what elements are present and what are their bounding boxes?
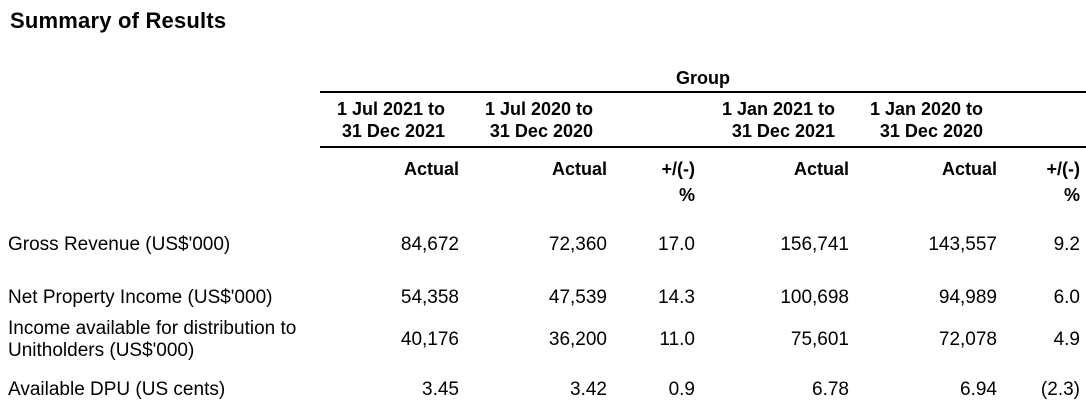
row-label: Gross Revenue (US$'000) (8, 234, 231, 255)
group-header-row: Group (0, 67, 1086, 93)
period-line: 31 Dec 2020 (879, 121, 983, 141)
cell-value: 4.9 (1053, 329, 1080, 350)
cell-value: 17.0 (658, 234, 695, 255)
period-line: 1 Jan 2021 to (721, 99, 835, 119)
cell-value: 11.0 (659, 329, 695, 350)
period-header-row: 1 Jul 2021 to 31 Dec 2021 1 Jul 2020 to … (0, 92, 1086, 148)
cell-value: 72,360 (548, 234, 607, 255)
cell-value: 36,200 (548, 329, 607, 350)
cell-value: 75,601 (790, 329, 849, 350)
row-label: Available DPU (US cents) (8, 379, 226, 400)
table-row-gross-revenue: Gross Revenue (US$'000) 84,672 72,360 17… (0, 206, 1086, 256)
column-header-spacer (0, 147, 320, 180)
change-header-1: +/(-) (661, 159, 696, 179)
actual-header-1: Actual (403, 159, 459, 179)
period-header-change-spacer (1003, 92, 1086, 148)
cell-value: 6.78 (812, 379, 849, 400)
period-header-change-spacer (613, 92, 701, 148)
cell-value: 84,672 (400, 234, 459, 255)
page-title: Summary of Results (10, 8, 227, 33)
cell-value: 100,698 (780, 287, 849, 308)
period-header-2: 1 Jul 2020 to 31 Dec 2020 (465, 92, 613, 148)
period-line: 1 Jul 2020 to (484, 99, 593, 119)
cell-value: 143,557 (928, 234, 997, 255)
cell-value: (2.3) (1040, 379, 1080, 400)
cell-value: 0.9 (668, 379, 695, 400)
percent-header-spacer (0, 180, 320, 206)
cell-value: 54,358 (400, 287, 459, 308)
cell-value: 6.94 (960, 379, 997, 400)
period-header-4: 1 Jan 2020 to 31 Dec 2020 (855, 92, 1003, 148)
cell-value: 72,078 (938, 329, 997, 350)
percent-label-2: % (1063, 185, 1080, 205)
row-label: Net Property Income (US$'000) (8, 287, 273, 308)
percent-label-1: % (678, 185, 695, 205)
column-header-row: Actual Actual +/(-) Actual Actual +/(-) (0, 147, 1086, 180)
cell-value: 14.3 (658, 287, 695, 308)
table-row-income-available: Income available for distribution to Uni… (0, 309, 1086, 362)
actual-header-3: Actual (793, 159, 849, 179)
group-header-spacer (0, 67, 320, 92)
period-line: 1 Jul 2021 to (336, 99, 445, 119)
table-row-available-dpu: Available DPU (US cents) 3.45 3.42 0.9 6… (0, 362, 1086, 401)
group-header: Group (320, 67, 1086, 93)
row-label: Income available for distribution to Uni… (8, 318, 297, 361)
period-line: 31 Dec 2020 (489, 121, 593, 141)
cell-value: 3.45 (422, 379, 459, 400)
summary-of-results-table: Group 1 Jul 2021 to 31 Dec 2021 1 Jul 20… (0, 67, 1086, 401)
table-row-net-property-income: Net Property Income (US$'000) 54,358 47,… (0, 256, 1086, 309)
cell-value: 94,989 (938, 287, 997, 308)
cell-value: 40,176 (400, 329, 459, 350)
period-header-1: 1 Jul 2021 to 31 Dec 2021 (320, 92, 465, 148)
period-line: 31 Dec 2021 (731, 121, 835, 141)
cell-value: 9.2 (1053, 234, 1080, 255)
cell-value: 6.0 (1053, 287, 1080, 308)
period-header-3: 1 Jan 2021 to 31 Dec 2021 (701, 92, 855, 148)
cell-value: 3.42 (570, 379, 607, 400)
period-header-spacer (0, 92, 320, 147)
change-header-2: +/(-) (1046, 159, 1081, 179)
actual-header-2: Actual (551, 159, 607, 179)
period-line: 1 Jan 2020 to (869, 99, 983, 119)
cell-value: 47,539 (548, 287, 607, 308)
period-line: 31 Dec 2021 (341, 121, 445, 141)
cell-value: 156,741 (780, 234, 849, 255)
actual-header-4: Actual (941, 159, 997, 179)
percent-header-row: % % (0, 180, 1086, 206)
